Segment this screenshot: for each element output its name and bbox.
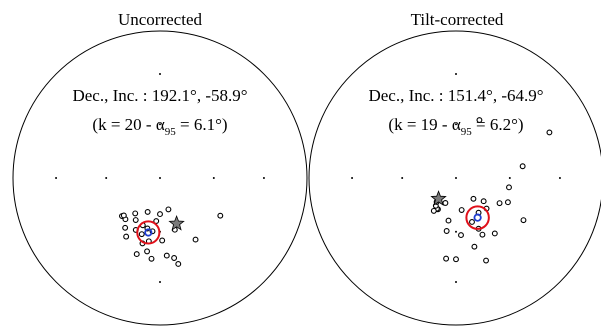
alpha-symbol: α (156, 115, 165, 134)
grid-dot (455, 230, 457, 233)
result-prefix: Dec., Inc. : (72, 86, 151, 105)
data-point (123, 233, 130, 240)
grid-dot (351, 177, 354, 179)
result-inc: -64.9° (501, 86, 543, 105)
result-dec: 192.1° (152, 86, 197, 105)
data-point (458, 207, 465, 213)
data-point (430, 207, 437, 214)
data-point (144, 208, 151, 215)
data-point (470, 195, 477, 202)
result-prefix: Dec., Inc. : (368, 86, 447, 105)
alpha95-cone (136, 220, 161, 245)
grid-dot (455, 73, 457, 76)
primitive-circle-uncorrected (12, 30, 308, 326)
data-points-uncorrected (118, 206, 224, 267)
data-point (442, 200, 449, 206)
stereonet-panel-uncorrected: Uncorrected Dec., Inc. : 192.1°, -58.9° … (12, 10, 308, 326)
result-sep: , (493, 86, 502, 105)
alpha-subscript: 95 (461, 126, 473, 138)
grid-dot (262, 177, 265, 179)
data-point (217, 212, 224, 219)
reference-star (430, 190, 447, 206)
mean-uncorrected (136, 214, 185, 245)
grid-dot (159, 123, 161, 126)
data-point (443, 228, 450, 234)
grid-dot (159, 177, 161, 179)
stats-open: (k = 20 - (92, 115, 155, 134)
panel-title-uncorrected: Uncorrected (118, 10, 203, 29)
result-label-tilt-corrected: Dec., Inc. : 151.4°, -64.9° (368, 86, 543, 105)
grid-dot (159, 73, 161, 76)
data-point (506, 184, 512, 191)
data-point (480, 198, 487, 205)
grid-dot (159, 280, 161, 283)
stats-label-uncorrected: (k = 20 - α95 = 6.1°) (92, 115, 227, 138)
data-point (479, 231, 486, 238)
grid-dot (508, 177, 511, 179)
data-point (144, 248, 151, 255)
panel-title-tilt-corrected: Tilt-corrected (411, 10, 504, 29)
mean-tilt-corrected (430, 190, 490, 230)
data-point (476, 117, 483, 123)
grid-dot (212, 177, 215, 179)
data-point (471, 243, 478, 250)
data-point (504, 199, 511, 206)
data-point (120, 212, 127, 219)
alpha-subscript: 95 (165, 126, 177, 138)
data-point (519, 163, 526, 170)
mean-direction (144, 228, 153, 237)
data-point (165, 206, 172, 213)
data-point (171, 255, 178, 261)
data-point (148, 255, 155, 262)
alpha-symbol: α (452, 115, 461, 134)
data-point (163, 252, 170, 259)
data-point (483, 257, 489, 264)
data-point (132, 217, 139, 223)
primitive-circle-tilt-corrected (308, 30, 601, 326)
alpha-value: = 6.2°) (472, 115, 524, 134)
data-point (192, 236, 199, 243)
data-point (157, 211, 163, 218)
data-points-tilt-corrected (430, 117, 553, 264)
data-point (469, 218, 475, 225)
data-point (520, 217, 527, 224)
data-point (443, 255, 450, 262)
data-point (122, 224, 129, 231)
grid-dot (55, 177, 58, 179)
result-inc: -58.9° (205, 86, 247, 105)
data-point (458, 232, 464, 239)
data-point (496, 200, 503, 207)
grid-dot (401, 177, 404, 179)
data-point (132, 210, 139, 217)
reference-star (168, 214, 185, 231)
data-point (445, 217, 452, 224)
data-point (453, 256, 459, 263)
grid-dot (455, 123, 457, 126)
data-point (491, 230, 498, 237)
data-point (175, 260, 182, 267)
result-sep: , (197, 86, 206, 105)
alpha95-cone (465, 205, 490, 230)
data-point (133, 251, 140, 258)
stats-label-tilt-corrected: (k = 19 - α95 = 6.2°) (388, 115, 523, 138)
result-dec: 151.4° (448, 86, 493, 105)
data-point (138, 231, 145, 238)
alpha-value: = 6.1°) (176, 115, 228, 134)
grid-dot (105, 177, 108, 179)
mean-direction (473, 213, 482, 222)
result-label-uncorrected: Dec., Inc. : 192.1°, -58.9° (72, 86, 247, 105)
grid-dot (455, 280, 457, 283)
data-point (546, 129, 553, 136)
grid-dot (558, 177, 561, 179)
stats-open: (k = 19 - (388, 115, 451, 134)
grid-dot (455, 177, 457, 179)
grid-marks-tilt-corrected (351, 73, 561, 283)
data-point (159, 237, 166, 244)
stereonet-panel-tilt-corrected: Tilt-corrected Dec., Inc. : 151.4°, -64.… (308, 10, 601, 326)
